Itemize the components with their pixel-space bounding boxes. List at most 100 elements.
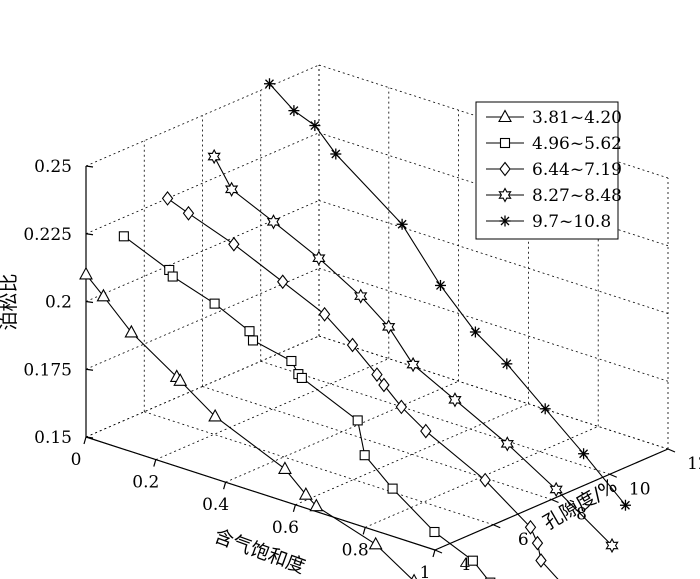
back-grid-line bbox=[318, 267, 669, 382]
data-point bbox=[124, 324, 139, 338]
y-tick-mark bbox=[434, 549, 443, 554]
floor-grid-line bbox=[260, 360, 610, 475]
legend-box bbox=[475, 101, 619, 240]
series-layer bbox=[79, 78, 631, 579]
legend-marker bbox=[499, 137, 511, 149]
left-grid-line bbox=[85, 64, 320, 167]
data-point bbox=[207, 148, 221, 165]
data-point bbox=[619, 499, 631, 511]
x-tick-label: 0.2 bbox=[132, 473, 159, 493]
z-tick-mark bbox=[85, 436, 94, 439]
back-grid-line bbox=[318, 335, 669, 450]
data-point bbox=[278, 461, 292, 474]
data-point bbox=[578, 448, 590, 460]
y-tick-mark bbox=[493, 524, 501, 529]
data-point bbox=[434, 279, 446, 291]
z-tick-label: 0.15 bbox=[34, 428, 72, 448]
y-tick-mark bbox=[609, 473, 617, 478]
data-point bbox=[266, 214, 281, 230]
data-point bbox=[368, 536, 383, 550]
data-point bbox=[535, 553, 547, 568]
y-tick-mark bbox=[667, 448, 676, 453]
z-tick-label: 0.225 bbox=[23, 225, 72, 245]
x-tick-mark bbox=[223, 482, 227, 490]
data-point bbox=[539, 403, 551, 415]
floor-grid-line bbox=[155, 358, 389, 460]
series-5 bbox=[263, 78, 631, 511]
data-point bbox=[479, 472, 491, 488]
series-line bbox=[167, 197, 559, 579]
x-tick-mark bbox=[292, 504, 296, 512]
y-tick-label: 8 bbox=[576, 505, 587, 525]
left-grid-line bbox=[85, 200, 320, 302]
series-1 bbox=[79, 266, 418, 579]
data-point bbox=[354, 288, 368, 304]
back-grid-line bbox=[318, 200, 669, 314]
legend-marker bbox=[498, 109, 512, 123]
data-point bbox=[524, 519, 537, 535]
data-point bbox=[228, 236, 240, 252]
z-tick-label: 0.2 bbox=[45, 293, 72, 313]
data-point bbox=[298, 486, 313, 500]
data-point bbox=[208, 408, 223, 422]
data-point bbox=[330, 148, 342, 160]
legend-label: 8.27~8.48 bbox=[532, 186, 622, 206]
tick-labels: 0 0.2 0.4 0.6 0.8 1 4 6 8 10 12 0.15 0.175 0.2 0.225 0.… bbox=[23, 157, 700, 579]
y-tick-label: 12 bbox=[687, 454, 700, 474]
data-point bbox=[224, 181, 239, 197]
data-point bbox=[371, 367, 383, 383]
data-point bbox=[395, 399, 408, 415]
y-tick-mark bbox=[551, 498, 559, 504]
legend-items: 3.81~4.20 4.96~5.62 6.44~7.19 8.27~8.48 9.7~… bbox=[486, 108, 622, 232]
legend-marker bbox=[499, 215, 511, 227]
x-tick-mark bbox=[362, 527, 366, 535]
data-point bbox=[501, 358, 513, 370]
data-point bbox=[378, 377, 390, 393]
y-tick-label: 4 bbox=[460, 555, 471, 575]
data-point bbox=[288, 105, 300, 117]
left-grid-line bbox=[85, 132, 320, 235]
floor-grid-line bbox=[202, 386, 552, 500]
data-point bbox=[79, 266, 93, 280]
data-point bbox=[277, 274, 289, 290]
legend-label: 6.44~7.19 bbox=[532, 160, 622, 180]
legend-item: 3.81~4.20 bbox=[486, 108, 622, 128]
data-point bbox=[467, 555, 478, 566]
legend-label: 3.81~4.20 bbox=[532, 108, 622, 128]
series-4 bbox=[207, 148, 619, 554]
data-point bbox=[161, 190, 174, 206]
data-point bbox=[296, 372, 307, 383]
floor-grid-line bbox=[144, 411, 494, 526]
z-tick-mark bbox=[85, 300, 94, 304]
data-point bbox=[286, 355, 297, 367]
data-point bbox=[118, 231, 129, 242]
data-point bbox=[182, 205, 195, 221]
z-axis-title: 泊松比 bbox=[0, 273, 20, 330]
data-point bbox=[209, 298, 220, 309]
data-point bbox=[500, 436, 514, 452]
z-tick-label: 0.25 bbox=[34, 157, 72, 177]
data-point bbox=[312, 250, 326, 266]
x-tick-mark bbox=[432, 549, 436, 558]
series-3 bbox=[161, 190, 559, 579]
legend-marker bbox=[499, 161, 511, 177]
x-tick-label: 1 bbox=[420, 563, 431, 579]
z-tick-mark bbox=[85, 368, 94, 371]
data-point bbox=[309, 120, 321, 132]
axes-layer bbox=[83, 165, 676, 558]
y-tick-label: 10 bbox=[629, 479, 651, 499]
data-point bbox=[469, 326, 481, 338]
data-point bbox=[359, 450, 370, 461]
data-point bbox=[549, 481, 563, 498]
left-grid-line bbox=[85, 335, 320, 438]
z-tick-mark bbox=[85, 165, 94, 168]
x-tick-mark bbox=[83, 436, 87, 445]
x-tick-label: 0.8 bbox=[342, 540, 369, 560]
legend-item: 9.7~10.8 bbox=[486, 212, 611, 232]
legend-marker bbox=[498, 187, 512, 203]
data-point bbox=[531, 535, 544, 551]
data-point bbox=[406, 356, 420, 373]
data-point bbox=[605, 537, 619, 554]
legend-item: 4.96~5.62 bbox=[486, 134, 622, 154]
y-axis-title: 孔隙度/% bbox=[540, 475, 622, 535]
